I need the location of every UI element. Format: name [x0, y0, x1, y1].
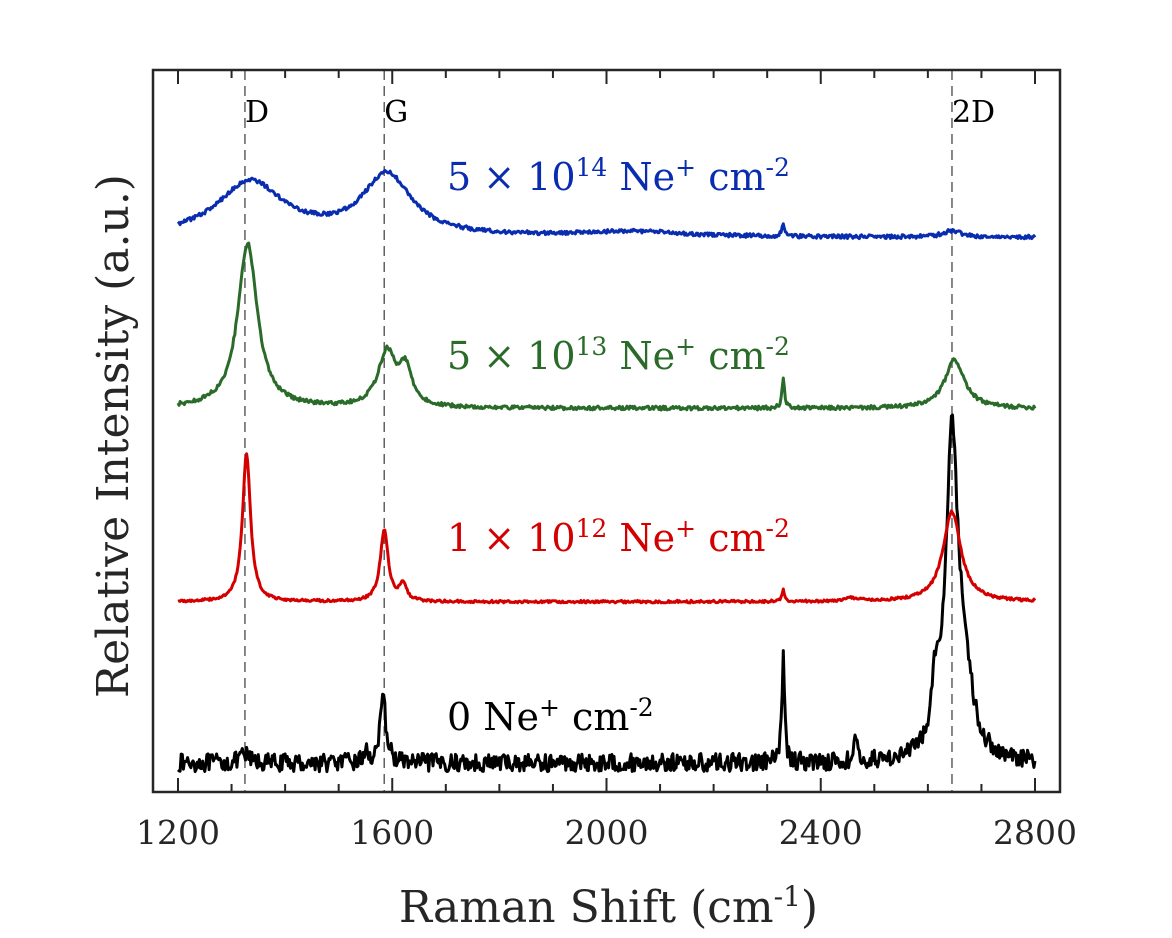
series-label: 0 Ne+ cm-2: [447, 693, 654, 740]
axis-ticks: [177, 70, 1036, 792]
x-tick-label: 1200: [136, 813, 220, 852]
series-line: [177, 452, 1037, 605]
series-line: [177, 413, 1037, 774]
series-label: 1 × 1012 Ne+ cm-2: [447, 514, 790, 561]
reference-line-label: 2D: [952, 95, 995, 130]
x-tick-label: 2800: [993, 813, 1077, 852]
x-tick-label: 2400: [779, 813, 863, 852]
reference-line-label: D: [245, 95, 269, 130]
series-label: 5 × 1014 Ne+ cm-2: [447, 153, 790, 200]
series-layer: [176, 168, 1037, 774]
reference-line-labels: D G 2D: [245, 95, 995, 130]
series-line: [176, 241, 1037, 412]
series-labels: 0 Ne+ cm-2 1 × 1012 Ne+ cm-2 5 × 1013 Ne+ …: [447, 153, 790, 740]
x-tick-labels: 1200 1600 2000 2400 2800: [136, 813, 1077, 852]
x-tick-label: 2000: [565, 813, 649, 852]
series-line: [176, 168, 1037, 241]
x-tick-label: 1600: [350, 813, 434, 852]
series-label: 5 × 1013 Ne+ cm-2: [447, 332, 790, 379]
x-axis-label: Raman Shift (cm-1): [399, 880, 818, 934]
y-axis-label: Relative Intensity (a.u.): [88, 174, 139, 698]
reference-line-label: G: [384, 95, 408, 130]
